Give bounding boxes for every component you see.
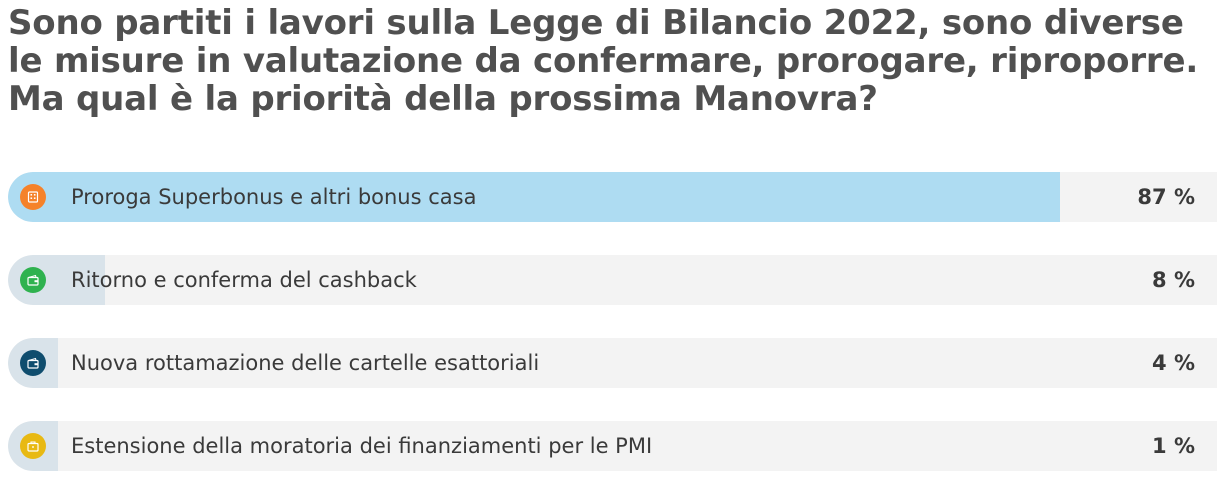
briefcase-icon	[20, 433, 46, 459]
option-percentage: 8 %	[1152, 268, 1195, 292]
option-label: Nuova rottamazione delle cartelle esatto…	[71, 351, 540, 375]
wallet-icon	[20, 350, 46, 376]
option-percentage: 4 %	[1152, 351, 1195, 375]
poll-option[interactable]: Estensione della moratoria dei finanziam…	[8, 421, 1217, 471]
option-label: Estensione della moratoria dei finanziam…	[71, 434, 653, 458]
poll-question: Sono partiti i lavori sulla Legge di Bil…	[8, 3, 1199, 119]
option-label: Proroga Superbonus e altri bonus casa	[71, 185, 477, 209]
option-label: Ritorno e conferma del cashback	[71, 268, 417, 292]
poll-option[interactable]: Nuova rottamazione delle cartelle esatto…	[8, 338, 1217, 388]
option-percentage: 87 %	[1137, 185, 1195, 209]
poll-option[interactable]: Ritorno e conferma del cashback 8 %	[8, 255, 1217, 305]
poll-options: Proroga Superbonus e altri bonus casa 87…	[8, 172, 1217, 504]
wallet-icon	[20, 267, 46, 293]
poll-option[interactable]: Proroga Superbonus e altri bonus casa 87…	[8, 172, 1217, 222]
house-icon	[20, 184, 46, 210]
result-bar	[8, 172, 1060, 222]
option-percentage: 1 %	[1152, 434, 1195, 458]
